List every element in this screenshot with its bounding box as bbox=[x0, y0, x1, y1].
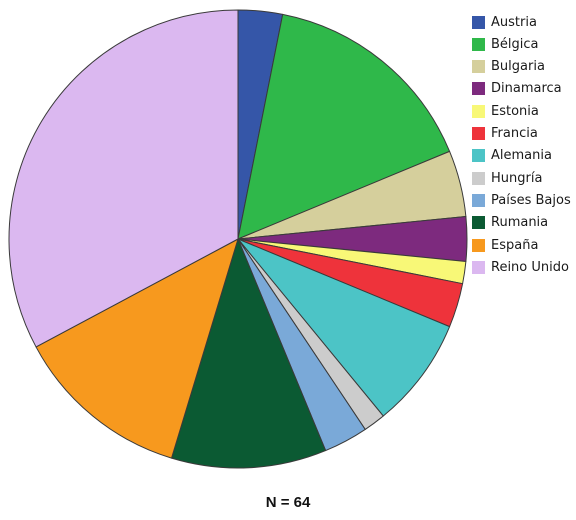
legend-swatch bbox=[472, 104, 485, 118]
legend-item: Alemania bbox=[472, 146, 552, 166]
legend-label: Hungría bbox=[491, 170, 543, 186]
legend-item: Países Bajos bbox=[472, 190, 571, 210]
legend-swatch bbox=[472, 216, 485, 230]
pie-slice-belgica bbox=[237, 13, 451, 240]
legend-label: Rumania bbox=[491, 215, 549, 231]
legend-label: Reino Unido bbox=[491, 259, 569, 275]
legend-item: Dinamarca bbox=[472, 79, 562, 99]
legend-label: Dinamarca bbox=[491, 81, 562, 97]
legend-swatch bbox=[472, 15, 485, 29]
legend-item: Estonia bbox=[472, 101, 539, 121]
legend-label: Austria bbox=[491, 14, 537, 30]
legend-label: Bélgica bbox=[491, 36, 539, 52]
legend-item: España bbox=[472, 235, 538, 255]
pie-slice-alemania bbox=[237, 238, 451, 417]
legend-label: Alemania bbox=[491, 148, 552, 164]
legend-item: Austria bbox=[472, 12, 537, 32]
legend-label: España bbox=[491, 237, 539, 253]
legend-swatch bbox=[472, 60, 485, 74]
legend-item: Francia bbox=[472, 124, 538, 144]
legend-swatch bbox=[472, 171, 485, 185]
legend-swatch bbox=[472, 260, 485, 274]
legend-swatch bbox=[472, 82, 485, 96]
legend-item: Bélgica bbox=[472, 34, 539, 54]
legend-label: Francia bbox=[491, 126, 538, 141]
legend-swatch bbox=[472, 37, 485, 51]
legend-item: Rumania bbox=[472, 213, 548, 233]
pie-slice-espana bbox=[35, 238, 239, 459]
legend-label: Bulgaria bbox=[491, 59, 545, 75]
legend-swatch bbox=[472, 238, 485, 252]
legend-swatch bbox=[472, 127, 485, 140]
sample-size-note: N = 64 bbox=[265, 494, 311, 511]
legend-swatch bbox=[472, 193, 485, 207]
legend-item: Hungría bbox=[472, 168, 542, 188]
legend-item: Reino Unido bbox=[472, 257, 569, 277]
pie-slice-reino-unido bbox=[8, 9, 239, 348]
legend-label: Estonia bbox=[491, 103, 539, 119]
pie-slice-rumania bbox=[171, 238, 327, 469]
legend-item: Bulgaria bbox=[472, 57, 545, 77]
legend-swatch bbox=[472, 149, 485, 163]
legend-label: Países Bajos bbox=[491, 192, 571, 208]
